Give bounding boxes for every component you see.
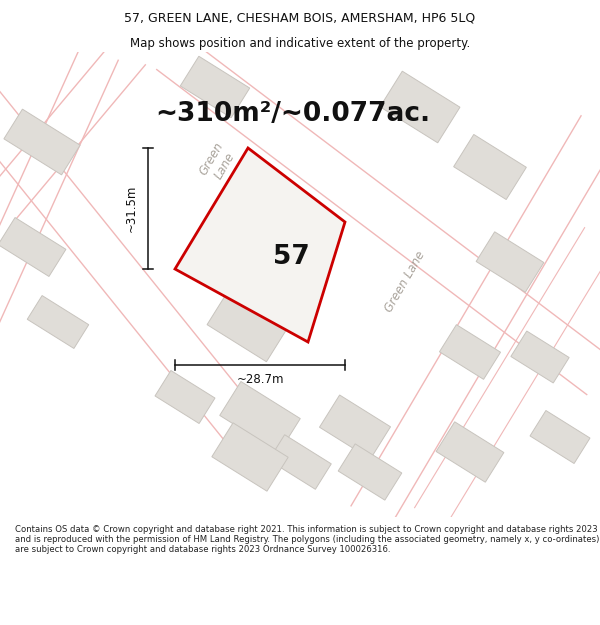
- Text: ~310m²/~0.077ac.: ~310m²/~0.077ac.: [155, 101, 430, 127]
- Polygon shape: [269, 435, 331, 489]
- Polygon shape: [436, 422, 504, 482]
- Text: Green
Lane: Green Lane: [197, 139, 239, 184]
- Polygon shape: [0, 217, 66, 276]
- Polygon shape: [155, 371, 215, 424]
- Polygon shape: [454, 134, 526, 199]
- Text: ~31.5m: ~31.5m: [125, 185, 138, 232]
- Polygon shape: [511, 331, 569, 383]
- Text: 57: 57: [272, 244, 310, 270]
- Polygon shape: [212, 423, 288, 491]
- Polygon shape: [530, 411, 590, 464]
- Polygon shape: [319, 395, 391, 459]
- Polygon shape: [180, 56, 250, 118]
- Text: 57, GREEN LANE, CHESHAM BOIS, AMERSHAM, HP6 5LQ: 57, GREEN LANE, CHESHAM BOIS, AMERSHAM, …: [124, 11, 476, 24]
- Polygon shape: [476, 232, 544, 292]
- Polygon shape: [380, 71, 460, 143]
- Polygon shape: [27, 296, 89, 349]
- Polygon shape: [439, 324, 500, 379]
- Polygon shape: [175, 148, 345, 342]
- Text: Green Lane: Green Lane: [382, 249, 428, 315]
- Polygon shape: [4, 109, 80, 175]
- Text: ~28.7m: ~28.7m: [236, 373, 284, 386]
- Text: Map shows position and indicative extent of the property.: Map shows position and indicative extent…: [130, 38, 470, 51]
- Polygon shape: [220, 381, 300, 452]
- Text: Contains OS data © Crown copyright and database right 2021. This information is : Contains OS data © Crown copyright and d…: [15, 524, 599, 554]
- Polygon shape: [338, 444, 402, 500]
- Polygon shape: [207, 282, 293, 362]
